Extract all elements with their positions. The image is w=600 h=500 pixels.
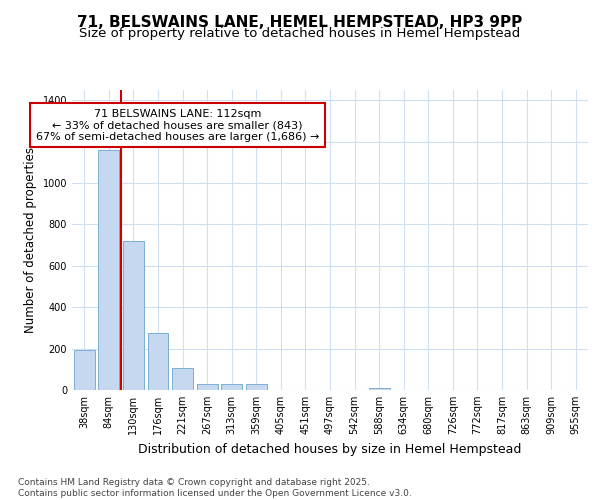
Text: Contains HM Land Registry data © Crown copyright and database right 2025.
Contai: Contains HM Land Registry data © Crown c… [18,478,412,498]
Y-axis label: Number of detached properties: Number of detached properties [24,147,37,333]
Text: 71 BELSWAINS LANE: 112sqm
← 33% of detached houses are smaller (843)
67% of semi: 71 BELSWAINS LANE: 112sqm ← 33% of detac… [36,108,319,142]
Bar [123,241,144,390]
Bar [172,368,193,390]
Bar [74,350,95,390]
Bar [197,384,218,390]
Bar [368,388,389,390]
X-axis label: Distribution of detached houses by size in Hemel Hempstead: Distribution of detached houses by size … [139,442,521,456]
Text: Size of property relative to detached houses in Hemel Hempstead: Size of property relative to detached ho… [79,28,521,40]
Bar [221,384,242,390]
Bar [246,384,267,390]
Bar [148,333,169,390]
Text: 71, BELSWAINS LANE, HEMEL HEMPSTEAD, HP3 9PP: 71, BELSWAINS LANE, HEMEL HEMPSTEAD, HP3… [77,15,523,30]
Bar [98,150,119,390]
